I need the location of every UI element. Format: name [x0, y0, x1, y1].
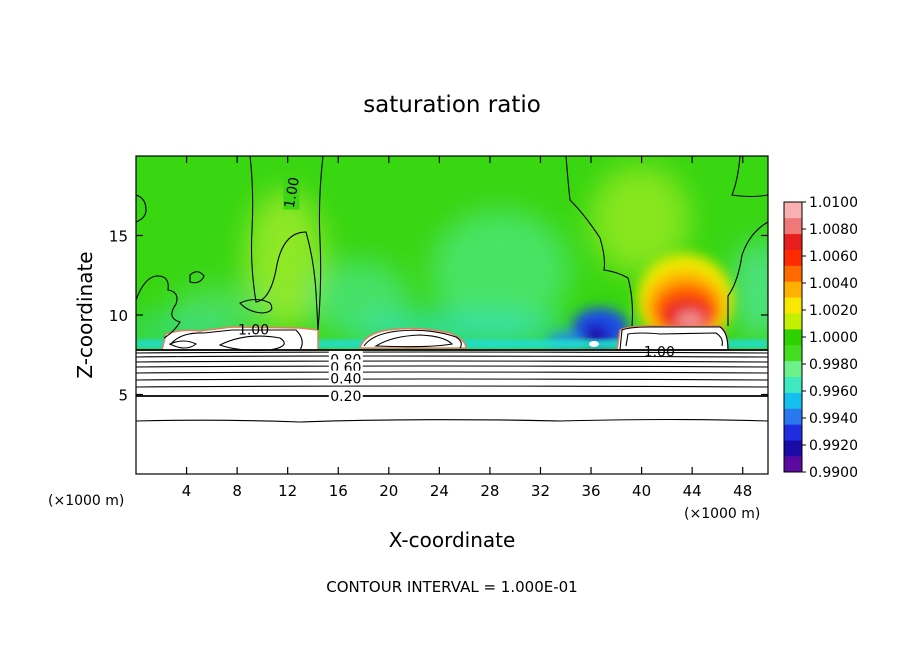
colorbar-swatch: [784, 440, 802, 457]
svg-text:0.40: 0.40: [330, 372, 361, 388]
contour-label-1: 1.00: [238, 322, 269, 338]
colorbar-label: 1.0100: [809, 195, 858, 211]
plot-area: [136, 156, 768, 474]
x-axis-label: X-coordinate: [389, 528, 516, 552]
colorbar-swatch: [784, 456, 802, 473]
x-unit-left: (×1000 m): [48, 493, 124, 509]
colorbar: 1.0100 1.0080 1.0060 1.0040 1.0020 1.0000 0.99…: [783, 195, 858, 481]
x-unit-right: (×1000 m): [684, 506, 760, 522]
x-tick-label: 16: [329, 482, 348, 500]
colorbar-label: 1.0000: [809, 330, 858, 346]
x-tick-label: 4: [182, 482, 192, 500]
colorbar-swatch: [784, 281, 802, 298]
svg-text:0.20: 0.20: [330, 389, 361, 405]
colorbar-label: 0.9900: [809, 465, 858, 481]
x-tick-label: 48: [733, 482, 752, 500]
svg-text:1.00: 1.00: [282, 176, 303, 209]
colorbar-swatch: [784, 217, 802, 235]
x-tick-label: 8: [232, 482, 242, 500]
x-tick-label: 24: [430, 482, 449, 500]
colorbar-swatch: [784, 392, 802, 409]
y-tick-label: 10: [109, 307, 128, 325]
colorbar-label: 1.0040: [809, 276, 858, 292]
contour-label-6: 0.20: [328, 388, 363, 405]
colorbar-swatch: [784, 408, 802, 425]
y-tick-label: 5: [118, 387, 128, 405]
colorbar-label: 0.9980: [809, 357, 858, 373]
x-tick-label: 44: [683, 482, 702, 500]
contour-label-5: 0.40: [328, 370, 363, 388]
chart-title: saturation ratio: [363, 92, 541, 118]
colorbar-label: 1.0060: [809, 249, 858, 265]
field-variations: [136, 165, 768, 348]
colorbar-swatch: [784, 202, 802, 219]
colorbar-swatch: [784, 329, 802, 346]
x-tick-label: 20: [379, 482, 398, 500]
colorbar-swatch: [784, 344, 802, 362]
colorbar-swatch: [784, 313, 802, 330]
colorbar-swatch: [784, 360, 802, 378]
colorbar-label: 1.0020: [809, 303, 858, 319]
field-lower: [136, 350, 768, 474]
colorbar-label: 0.9940: [809, 411, 858, 427]
colorbar-swatch: [784, 297, 802, 314]
y-axis-label: Z-coordinate: [73, 251, 97, 378]
x-tick-label: 36: [581, 482, 600, 500]
contour-label-2: 1.00: [644, 345, 675, 361]
contour-label-0: 1.00: [282, 175, 303, 210]
x-tick-label: 32: [531, 482, 550, 500]
x-tick-label: 28: [480, 482, 499, 500]
x-tick-label: 40: [632, 482, 651, 500]
colorbar-swatch: [784, 233, 802, 250]
y-tick-label: 15: [109, 228, 128, 246]
contour-labels: 1.001.001.000.800.600.400.20: [238, 175, 675, 405]
x-tick-label: 12: [278, 482, 297, 500]
svg-text:1.00: 1.00: [644, 345, 675, 361]
colorbar-label: 0.9920: [809, 438, 858, 454]
colorbar-label: 0.9960: [809, 384, 858, 400]
colorbar-swatch: [784, 424, 802, 441]
contour-lines: [136, 156, 768, 423]
svg-text:1.00: 1.00: [238, 322, 269, 338]
colorbar-swatch: [784, 376, 802, 393]
contour-interval: CONTOUR INTERVAL = 1.000E-01: [326, 578, 577, 596]
colorbar-label: 1.0080: [809, 222, 858, 238]
colorbar-swatch: [784, 249, 802, 266]
colorbar-swatch: [784, 265, 802, 282]
